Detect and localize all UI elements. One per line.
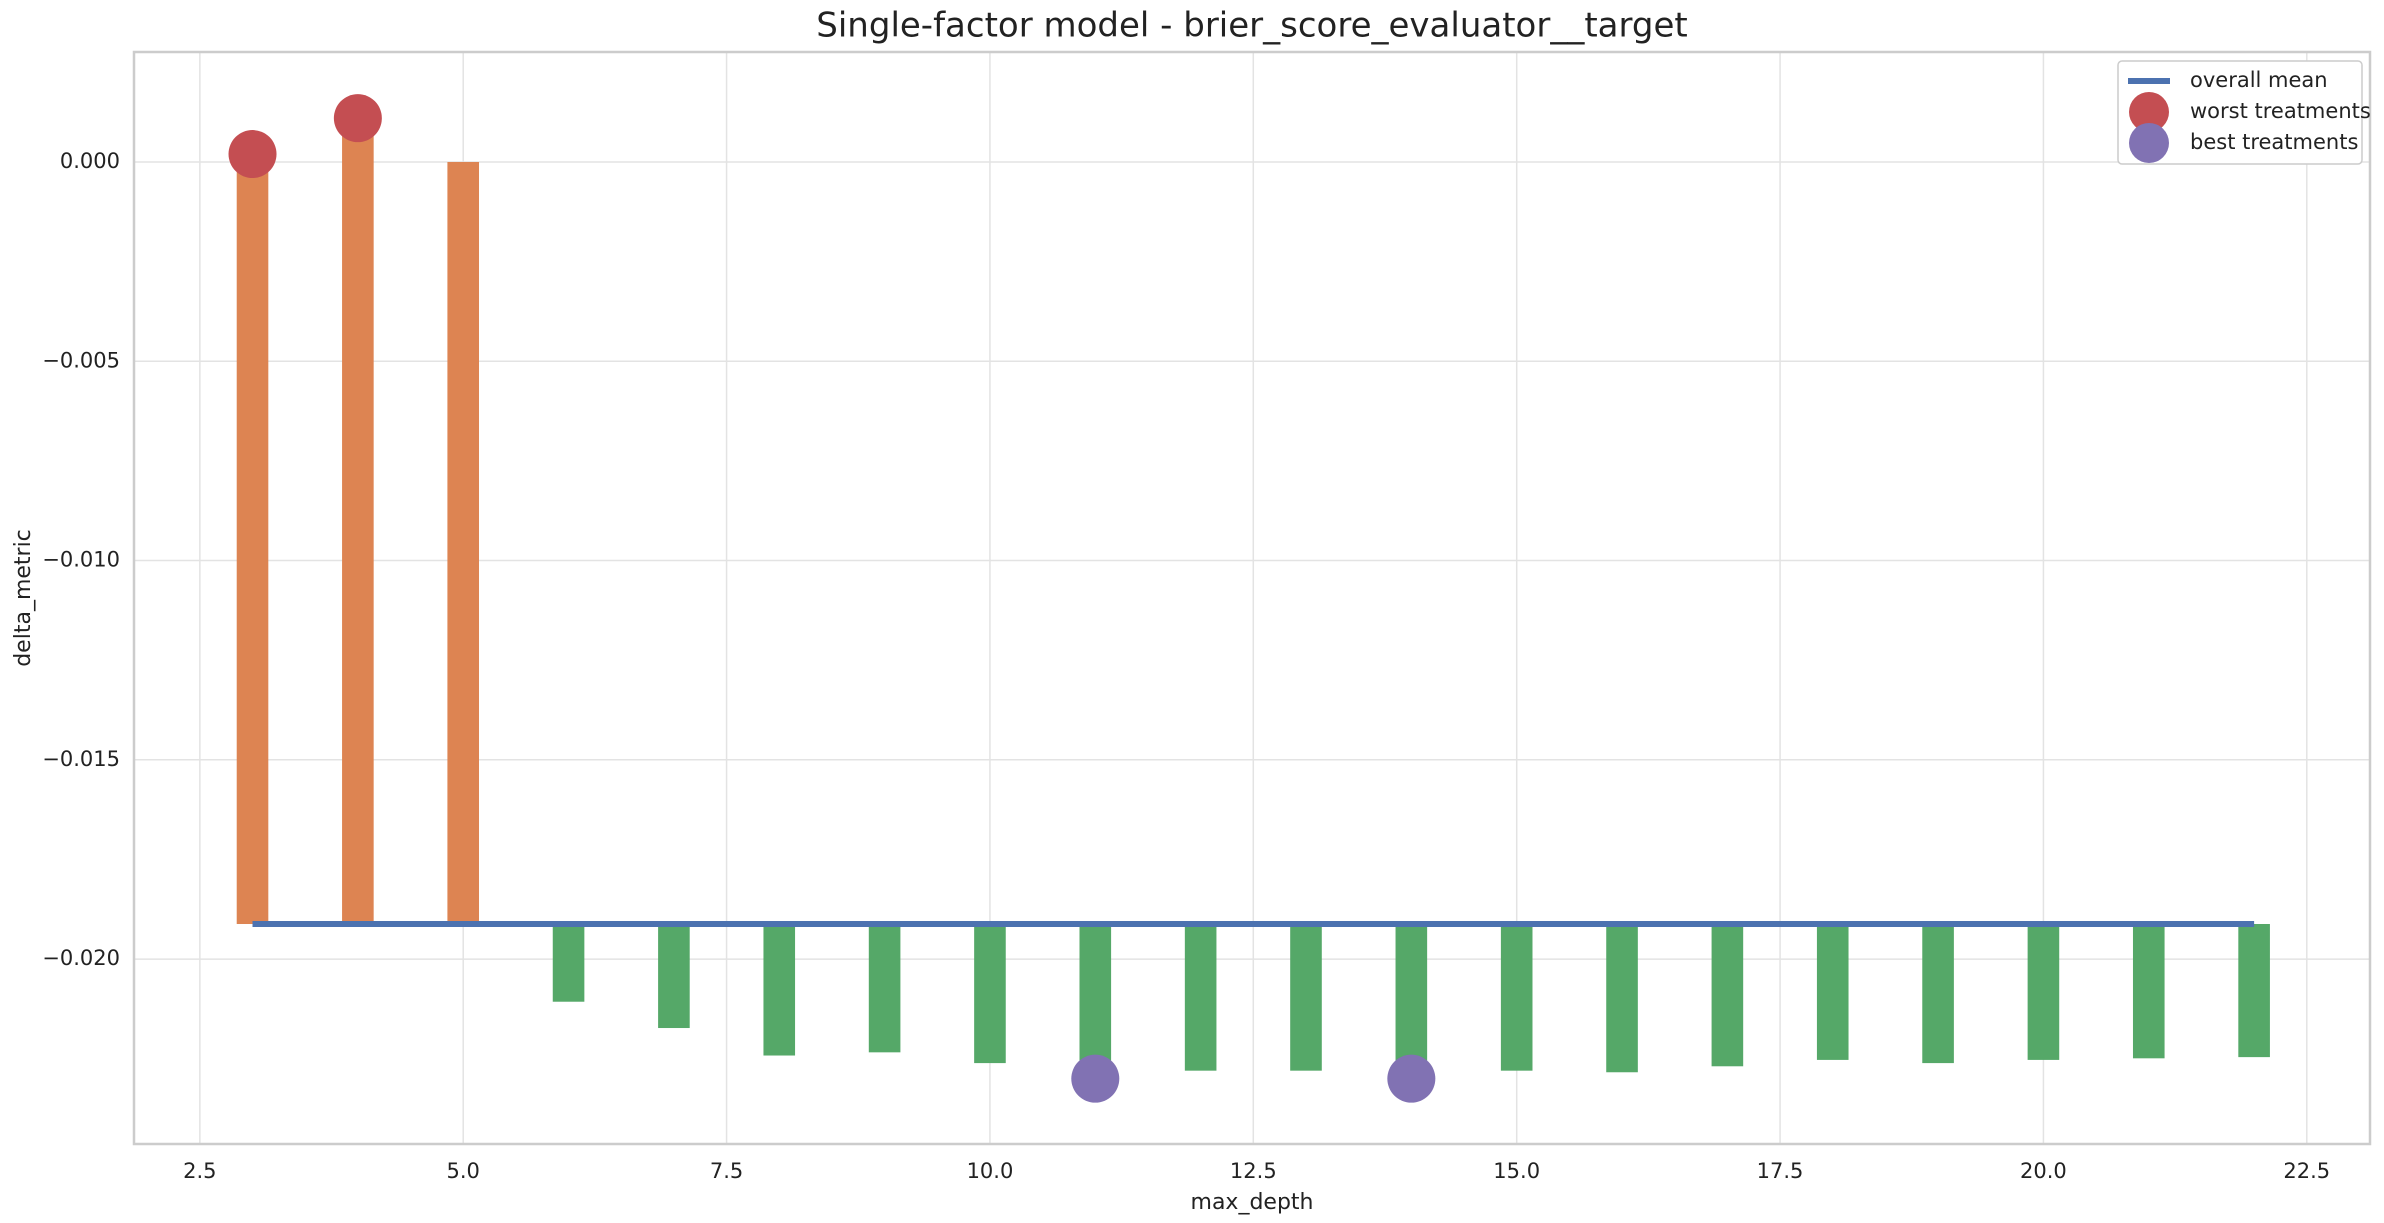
bar xyxy=(1606,924,1638,1073)
bar xyxy=(447,161,480,925)
bar xyxy=(1922,924,1954,1064)
bar xyxy=(1816,924,1849,1060)
bar xyxy=(552,924,585,1002)
bar xyxy=(1290,924,1322,1071)
x-tick-label: 5.0 xyxy=(447,1159,480,1183)
bar xyxy=(2132,924,2165,1059)
x-tick-label: 10.0 xyxy=(967,1159,1014,1183)
x-tick-label: 7.5 xyxy=(710,1159,743,1183)
y-tick-label: −0.020 xyxy=(42,946,120,970)
x-tick-label: 2.5 xyxy=(183,1159,216,1183)
y-axis-label: delta_metric xyxy=(11,529,36,667)
chart-title: Single-factor model - brier_score_evalua… xyxy=(816,6,1687,46)
bar xyxy=(868,924,901,1053)
x-axis-label: max_depth xyxy=(1191,1190,1314,1215)
y-tick-label: −0.005 xyxy=(42,348,120,372)
legend-box xyxy=(2117,60,2363,165)
y-tick-label: −0.015 xyxy=(42,747,120,771)
legend-label: overall mean xyxy=(2190,68,2328,92)
marker xyxy=(1387,1054,1436,1103)
legend: overall mean worst treatments best treatme… xyxy=(2117,60,2371,165)
y-tick-label: −0.010 xyxy=(42,548,120,572)
legend-label: worst treatments xyxy=(2190,99,2371,123)
x-tick-label: 12.5 xyxy=(1230,1159,1277,1183)
legend-marker xyxy=(2129,123,2169,163)
y-tick-label: 0.000 xyxy=(60,149,120,173)
bar xyxy=(1711,924,1744,1067)
bar xyxy=(1500,924,1533,1071)
bar xyxy=(1079,924,1112,1078)
bar xyxy=(2027,924,2060,1060)
bar xyxy=(658,924,690,1029)
bar xyxy=(974,924,1006,1064)
bar xyxy=(2238,924,2270,1058)
bar xyxy=(763,924,796,1056)
legend-marker xyxy=(2129,92,2169,132)
plot-frame xyxy=(132,50,2372,1146)
bar xyxy=(236,154,269,925)
bar xyxy=(342,118,374,925)
legend-label: best treatments xyxy=(2190,130,2358,154)
x-tick-label: 15.0 xyxy=(1493,1159,1540,1183)
bar xyxy=(1184,924,1217,1071)
marker xyxy=(1071,1054,1120,1103)
x-tick-label: 17.5 xyxy=(1757,1159,1804,1183)
marker xyxy=(228,130,277,179)
marker xyxy=(333,94,382,143)
bar xyxy=(1395,924,1428,1078)
x-tick-label: 20.0 xyxy=(2020,1159,2067,1183)
x-tick-label: 22.5 xyxy=(2283,1159,2330,1183)
